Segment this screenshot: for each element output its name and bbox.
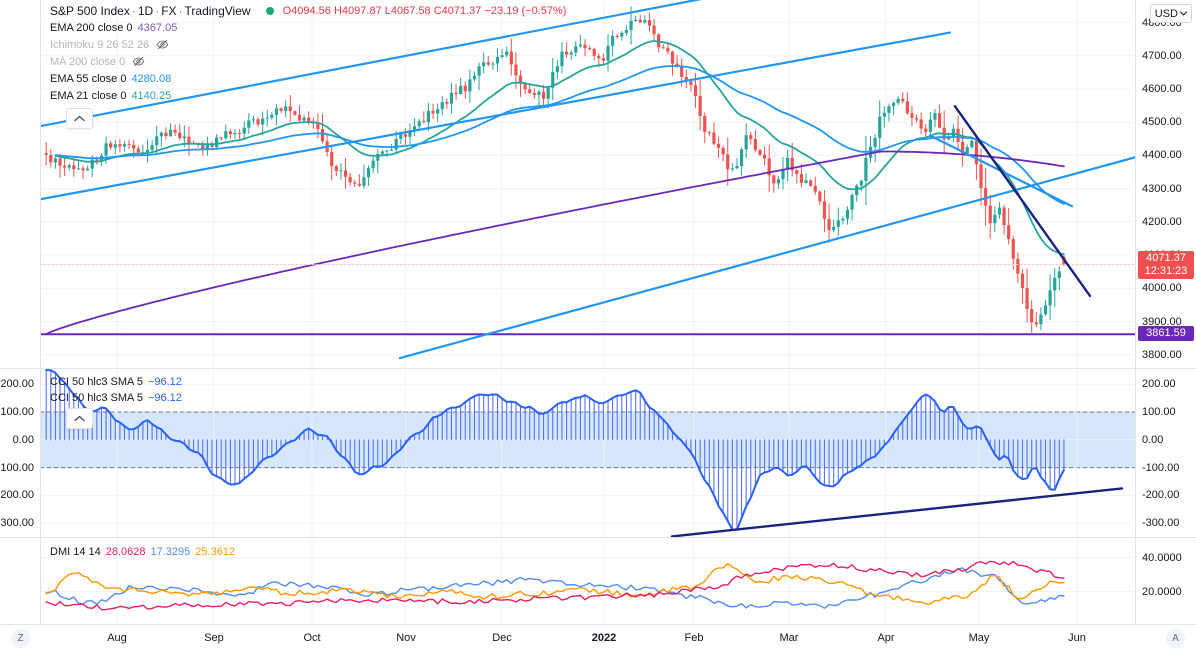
current-price-value: 4071.37 [1146, 251, 1186, 264]
price-tick-4500-00: 4500.00 [1142, 116, 1182, 129]
time-label-oct: Oct [303, 632, 321, 644]
chevron-up-icon [74, 115, 85, 122]
cci-collapse-button[interactable] [66, 408, 93, 429]
cci-right-tick-neg100-00: -100.00 [1142, 461, 1180, 474]
currency-label: USD [1154, 7, 1178, 20]
chevron-up-icon [74, 415, 85, 422]
dmi-right-axis-divider [1135, 538, 1136, 625]
ema200-price-tag[interactable]: 3861.59 [1138, 326, 1194, 342]
price-pane[interactable]: 4800.004700.004600.004500.004400.004300.… [0, 0, 1196, 368]
price-tick-3800-00: 3800.00 [1142, 348, 1182, 361]
auto-scale-button[interactable]: A [1166, 629, 1185, 648]
price-axis[interactable]: 4800.004700.004600.004500.004400.004300.… [1136, 0, 1196, 368]
dmi-pane[interactable]: 40.0000 20.0000 [0, 538, 1196, 625]
time-label-aug: Aug [107, 632, 127, 644]
cci-plot-area[interactable] [40, 369, 1136, 537]
cci-histogram-fill [45, 369, 1065, 531]
cci-right-axis[interactable]: 200.00 100.00 0.00 -100.00 -200.00 -300.00 [1136, 369, 1196, 537]
time-label-feb: Feb [684, 632, 704, 644]
pane-divider-2[interactable] [0, 537, 1196, 538]
cci-right-tick-neg300-00: -300.00 [1142, 517, 1180, 530]
right-axis-divider [1135, 0, 1136, 368]
chevron-down-icon [1180, 11, 1187, 16]
price-tick-4200-00: 4200.00 [1142, 215, 1182, 228]
time-label-dec: Dec [492, 632, 512, 644]
price-tick-4700-00: 4700.00 [1142, 49, 1182, 62]
time-label-2022: 2022 [591, 632, 617, 644]
cci-left-tick-neg200-00: -200.00 [0, 489, 34, 502]
dmi-right-axis[interactable]: 40.0000 20.0000 [1136, 538, 1196, 625]
time-label-mar: Mar [779, 632, 799, 644]
time-label-jun: Jun [1068, 632, 1086, 644]
dmi-tick-20-0000: 20.0000 [1142, 585, 1182, 598]
time-label-may: May [968, 632, 990, 644]
cci-left-tick-0neg00: 0.00 [12, 433, 34, 446]
cci-right-tick-200neg00: 200.00 [1142, 378, 1176, 391]
cci-right-axis-divider [1135, 369, 1136, 537]
currency-selector[interactable]: USD [1149, 4, 1192, 23]
time-axis[interactable]: Z A Aug Sep Oct Nov Dec 2022 Feb Mar Apr May Jun [0, 624, 1196, 652]
current-price-tag[interactable]: 4071.37 12:31:23 [1138, 250, 1194, 279]
dmi-tick-40-0000: 40.0000 [1142, 552, 1182, 565]
cci-right-tick-0neg00: 0.00 [1142, 433, 1164, 446]
cci-pane[interactable]: 200.00 100.00 0.00 -100.00 -200.00 -300.00 20… [0, 369, 1196, 537]
time-label-nov: Nov [396, 632, 416, 644]
cci-right-tick-100neg00: 100.00 [1142, 406, 1176, 419]
price-tick-4400-00: 4400.00 [1142, 149, 1182, 162]
time-label-sep: Sep [204, 632, 224, 644]
cci-left-axis[interactable]: 200.00 100.00 0.00 -100.00 -200.00 -300.00 [0, 369, 40, 537]
zoom-reset-button[interactable]: Z [11, 629, 30, 648]
price-tick-4600-00: 4600.00 [1142, 83, 1182, 95]
price-plot-area[interactable] [40, 0, 1136, 368]
cci-left-tick-neg100-00: -100.00 [0, 461, 34, 474]
collapse-legend-button[interactable] [66, 108, 93, 129]
price-tick-4000-00: 4000.00 [1142, 282, 1182, 295]
price-tick-3900-00: 3900.00 [1142, 315, 1182, 328]
time-label-apr: Apr [877, 632, 895, 644]
price-tick-4300-00: 4300.00 [1142, 182, 1182, 195]
current-price-countdown: 12:31:23 [1144, 264, 1188, 277]
cci-right-tick-neg200-00: -200.00 [1142, 489, 1180, 502]
cci-left-axis-divider [40, 369, 41, 537]
cci-left-tick-neg300-00: -300.00 [0, 517, 34, 530]
dmi-plot-area[interactable] [40, 538, 1136, 625]
cci-left-tick-100neg00: 100.00 [0, 406, 34, 419]
left-axis-divider [40, 0, 41, 368]
dmi-left-axis-divider [40, 538, 41, 625]
candlestick-series [44, 6, 1066, 333]
cci-left-tick-200neg00: 200.00 [0, 378, 34, 391]
pane-divider-1[interactable] [0, 368, 1196, 369]
